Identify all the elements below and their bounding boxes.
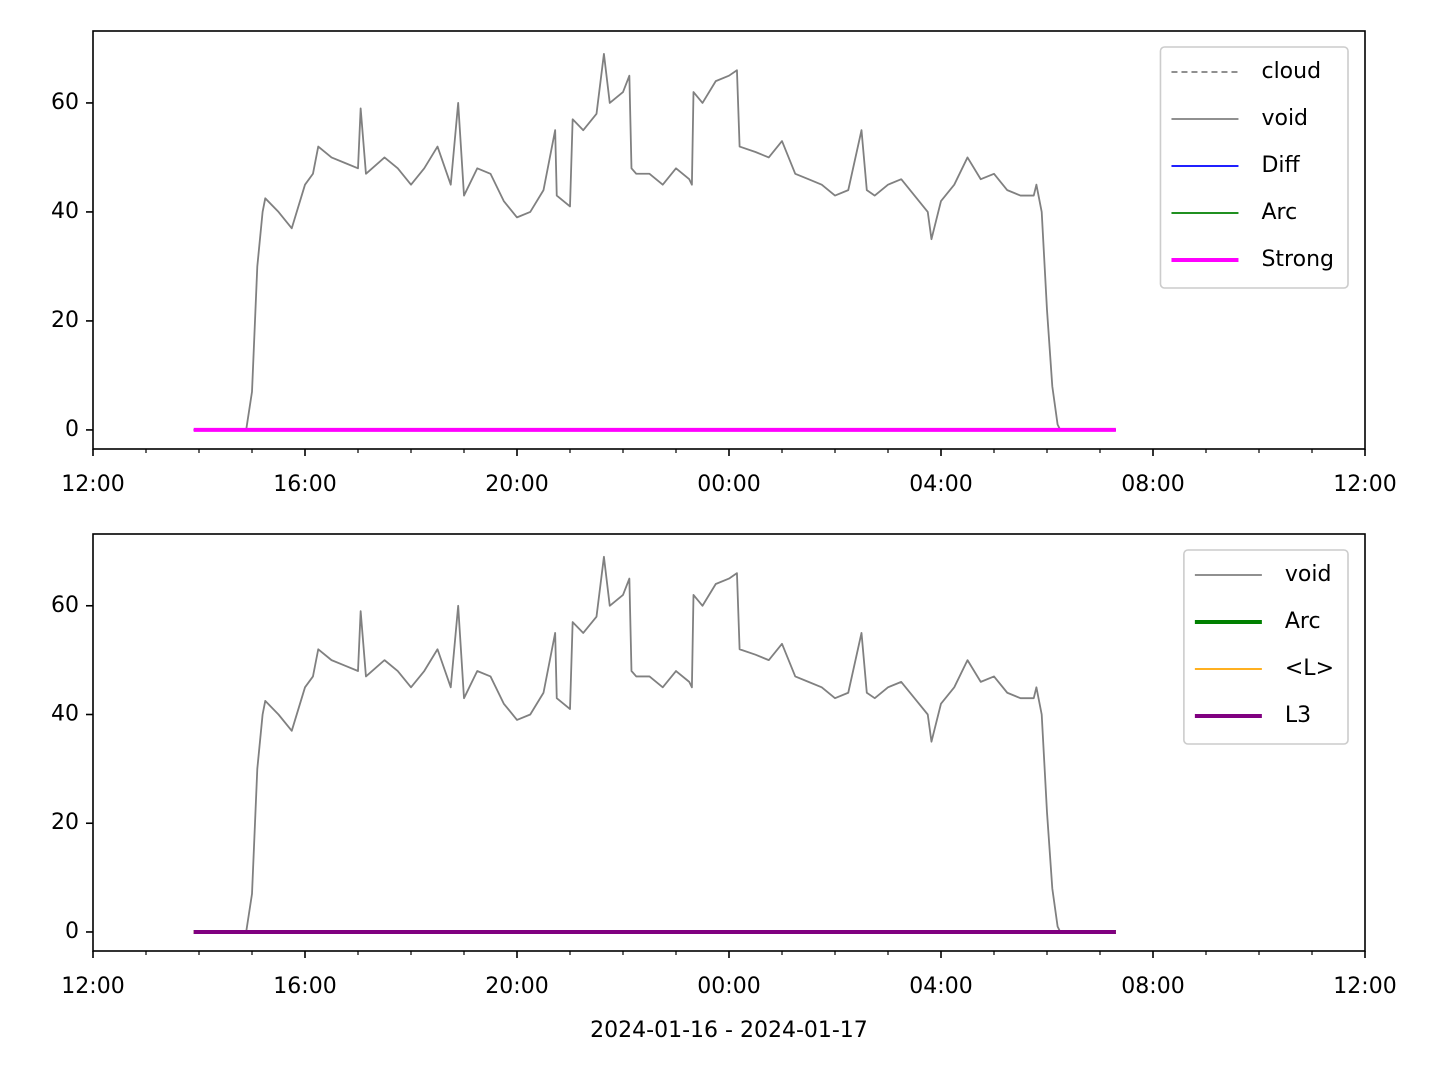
y-tick-label: 0: [65, 417, 79, 442]
legend-label: L3: [1285, 703, 1311, 728]
y-tick-label: 40: [51, 199, 79, 224]
legend-label: Arc: [1261, 200, 1297, 225]
x-tick-label: 20:00: [485, 472, 548, 497]
legend-label: Diff: [1261, 153, 1300, 178]
x-tick-label: 04:00: [909, 974, 972, 999]
x-axis-label: 2024-01-16 - 2024-01-17: [590, 1018, 868, 1043]
y-tick-label: 40: [51, 702, 79, 727]
legend-label: <L>: [1285, 656, 1334, 681]
x-tick-label: 00:00: [697, 472, 760, 497]
legend-label: Strong: [1261, 247, 1334, 272]
x-tick-label: 12:00: [61, 974, 124, 999]
legend-label: cloud: [1261, 59, 1321, 84]
plot-frame: [92, 533, 1366, 952]
legend-box: [1159, 46, 1349, 289]
y-tick-label: 0: [65, 919, 79, 944]
x-tick-label: 16:00: [273, 974, 336, 999]
y-tick-label: 60: [51, 593, 79, 618]
x-tick-label: 12:00: [61, 472, 124, 497]
x-tick-label: 08:00: [1121, 472, 1184, 497]
series-line: [245, 555, 1062, 933]
x-tick-label: 12:00: [1333, 974, 1396, 999]
legend-label: void: [1285, 562, 1332, 587]
y-tick-label: 20: [51, 308, 79, 333]
legend: void Arc <L> L3: [1183, 549, 1349, 745]
subplot: 0 20 40 60 12:00 16:00 20:00 00:00 04:00 08:00 12:…: [51, 30, 1397, 497]
series-line: [245, 52, 1062, 431]
subplot: 0 20 40 60 12:00 16:00 20:00 00:00 04:00 08:00 12:…: [51, 533, 1397, 1043]
x-tick-label: 04:00: [909, 472, 972, 497]
legend-label: Arc: [1285, 609, 1321, 634]
x-tick-label: 08:00: [1121, 974, 1184, 999]
y-tick-label: 20: [51, 810, 79, 835]
x-tick-label: 12:00: [1333, 472, 1396, 497]
y-tick-label: 60: [51, 90, 79, 115]
legend: cloud void Diff Arc Strong: [1159, 46, 1349, 289]
x-tick-label: 16:00: [273, 472, 336, 497]
legend-box: [1183, 549, 1349, 745]
legend-label: void: [1261, 106, 1308, 131]
x-tick-label: 00:00: [697, 974, 760, 999]
x-tick-label: 20:00: [485, 974, 548, 999]
